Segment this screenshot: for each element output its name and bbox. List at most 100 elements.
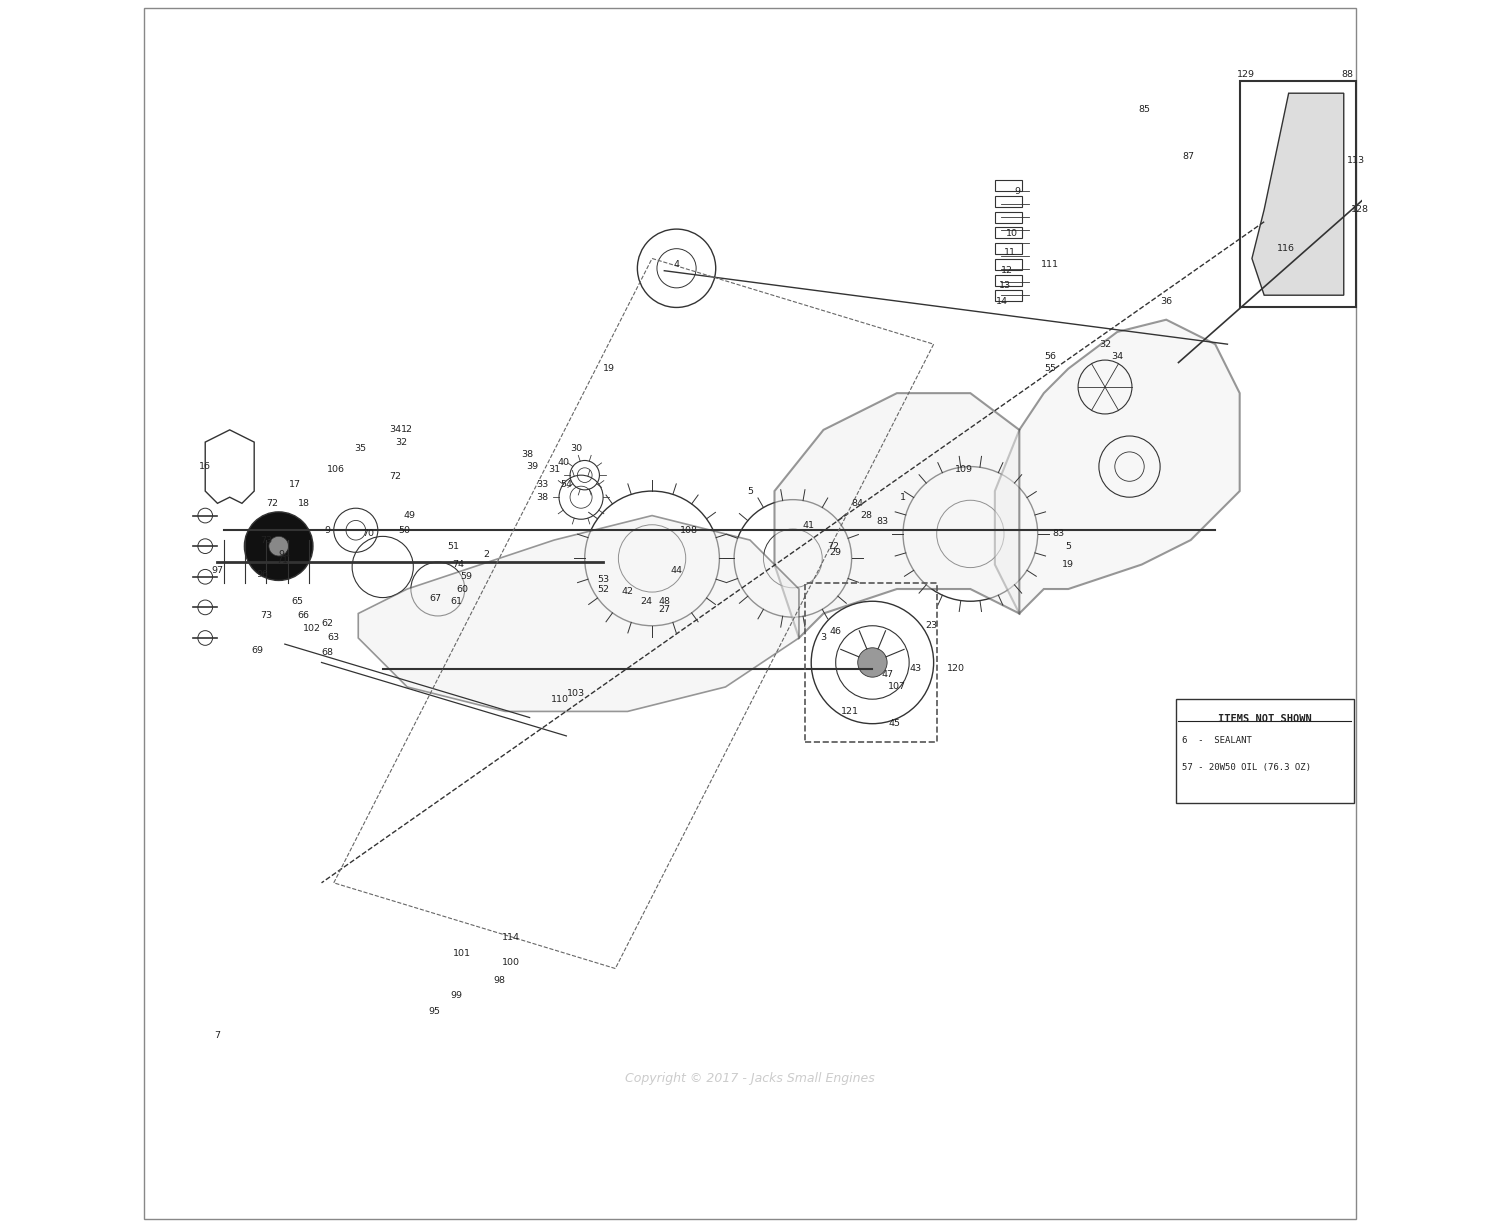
Text: 94: 94 (279, 550, 291, 560)
Text: 120: 120 (946, 664, 964, 674)
Text: 114: 114 (503, 934, 520, 942)
Text: ITEMS NOT SHOWN: ITEMS NOT SHOWN (1218, 714, 1311, 724)
Text: 19: 19 (1062, 560, 1074, 569)
Text: 59: 59 (460, 572, 472, 582)
Text: 51: 51 (447, 541, 459, 551)
Bar (994, 243, 1022, 254)
Text: 68: 68 (321, 648, 333, 658)
Text: 99: 99 (450, 991, 462, 1000)
Text: 116: 116 (1276, 244, 1294, 253)
Text: 83: 83 (1053, 529, 1065, 539)
Text: 35: 35 (354, 444, 368, 453)
Text: 38: 38 (536, 493, 548, 502)
Text: 17: 17 (288, 481, 300, 490)
Text: 39: 39 (526, 463, 538, 471)
Text: 47: 47 (880, 670, 892, 680)
Bar (994, 211, 1022, 222)
Text: 29: 29 (830, 547, 842, 557)
Text: 14: 14 (996, 297, 1008, 306)
Bar (994, 259, 1022, 270)
Text: 1: 1 (900, 493, 906, 502)
Text: 65: 65 (291, 596, 303, 606)
Text: 83: 83 (876, 518, 888, 526)
Text: 110: 110 (550, 694, 568, 704)
Text: 45: 45 (888, 719, 900, 728)
Text: 48: 48 (658, 596, 670, 606)
Text: 96: 96 (256, 569, 268, 579)
Text: 30: 30 (570, 444, 582, 453)
Bar (994, 291, 1022, 302)
Text: 100: 100 (503, 958, 520, 967)
Text: 129: 129 (1238, 70, 1256, 80)
Text: 7: 7 (214, 1032, 220, 1040)
Text: 16: 16 (200, 463, 211, 471)
Text: 101: 101 (453, 950, 471, 958)
Text: 27: 27 (658, 605, 670, 615)
Polygon shape (994, 320, 1239, 614)
Text: 10: 10 (1007, 229, 1019, 238)
Text: 67: 67 (429, 594, 441, 604)
Text: 9: 9 (324, 525, 330, 535)
Bar (806, 583, 938, 742)
Text: 40: 40 (558, 459, 570, 467)
Polygon shape (358, 515, 800, 712)
Text: 84: 84 (852, 499, 864, 508)
Text: 111: 111 (1041, 260, 1059, 269)
Text: 18: 18 (298, 499, 310, 508)
Bar (1176, 699, 1353, 804)
Text: 70: 70 (362, 529, 374, 539)
Text: 50: 50 (399, 525, 411, 535)
Text: 46: 46 (830, 627, 842, 637)
Bar (994, 275, 1022, 286)
Text: 72: 72 (267, 499, 279, 508)
Text: 11: 11 (1004, 248, 1016, 256)
Text: 12: 12 (400, 426, 412, 434)
Text: 49: 49 (404, 512, 416, 520)
Text: 57 - 20W50 OIL (76.3 OZ): 57 - 20W50 OIL (76.3 OZ) (1182, 763, 1311, 772)
Text: 71: 71 (276, 556, 288, 566)
Text: 85: 85 (1138, 104, 1150, 114)
Text: 62: 62 (321, 618, 333, 628)
Text: 2: 2 (484, 550, 490, 560)
Text: 32: 32 (1100, 340, 1112, 348)
Text: 109: 109 (956, 465, 974, 474)
Text: 24: 24 (640, 596, 652, 606)
Text: 66: 66 (297, 611, 309, 621)
Text: 60: 60 (456, 584, 468, 594)
Text: 54: 54 (561, 481, 573, 490)
Text: 19: 19 (603, 364, 615, 373)
Circle shape (244, 512, 314, 580)
Text: 34: 34 (388, 426, 400, 434)
Text: 56: 56 (1044, 352, 1056, 361)
Text: 12: 12 (1000, 266, 1012, 275)
Text: 28: 28 (861, 512, 873, 520)
Circle shape (268, 536, 288, 556)
Text: 113: 113 (1347, 156, 1365, 166)
Text: 103: 103 (567, 688, 585, 698)
Text: 107: 107 (888, 682, 906, 692)
Text: 6  -  SEALANT: 6 - SEALANT (1182, 736, 1252, 745)
Text: 34: 34 (1112, 352, 1124, 361)
Text: 9: 9 (1014, 187, 1020, 195)
Text: 97: 97 (211, 566, 223, 575)
Text: 33: 33 (536, 481, 548, 490)
Bar (994, 196, 1022, 207)
Text: 38: 38 (520, 450, 534, 459)
Bar (994, 227, 1022, 238)
Polygon shape (1252, 93, 1344, 296)
Text: 13: 13 (999, 281, 1011, 290)
Text: 53: 53 (597, 574, 609, 584)
Text: 61: 61 (450, 596, 462, 606)
Text: 72: 72 (827, 541, 839, 551)
Text: 106: 106 (327, 465, 345, 474)
Text: 4: 4 (674, 260, 680, 269)
Text: 87: 87 (1182, 152, 1194, 162)
Bar (1239, 81, 1356, 308)
Text: 73: 73 (261, 535, 273, 545)
Text: 32: 32 (394, 438, 406, 447)
Text: 63: 63 (327, 633, 340, 643)
Text: 5: 5 (1065, 541, 1071, 551)
Text: 3: 3 (821, 633, 827, 643)
Text: 102: 102 (303, 623, 321, 633)
Text: 42: 42 (621, 587, 633, 596)
